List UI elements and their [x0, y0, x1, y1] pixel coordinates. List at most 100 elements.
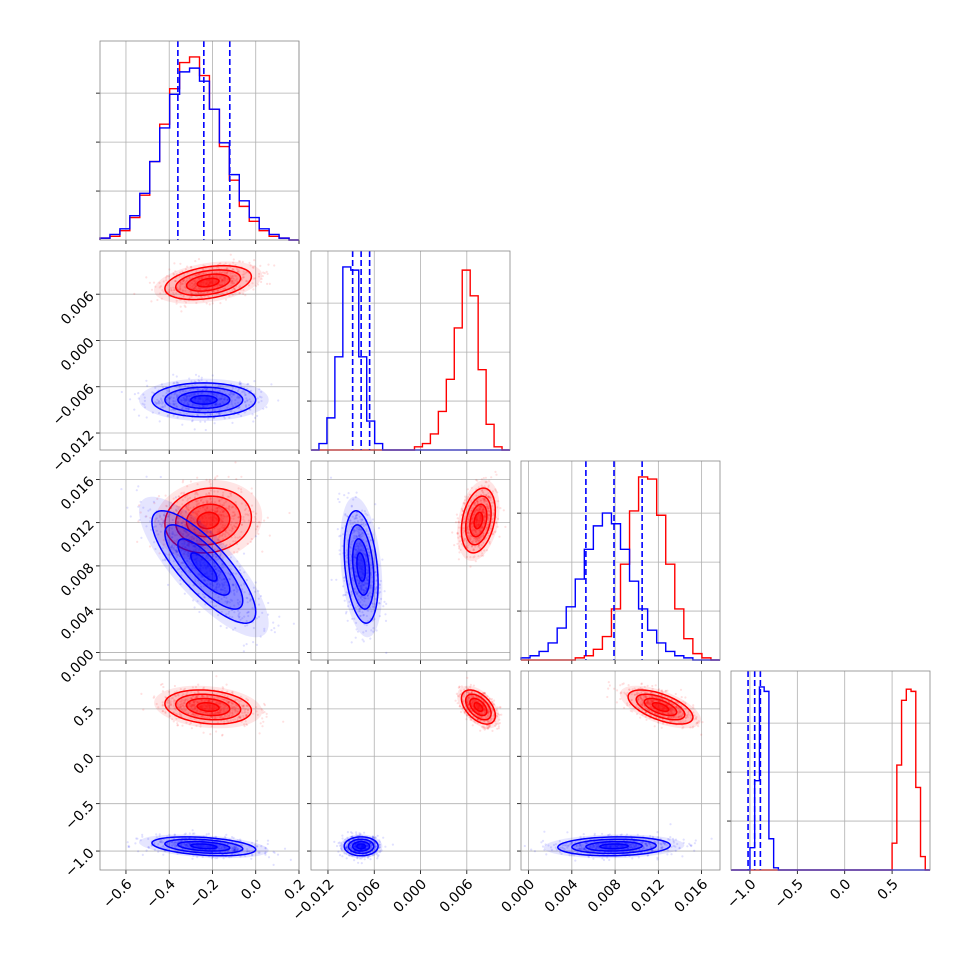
contour-line: [174, 495, 242, 546]
sample-point: [176, 553, 179, 557]
sample-point: [184, 407, 187, 410]
sample-point: [197, 287, 200, 290]
sample-point: [172, 288, 176, 292]
sample-point: [362, 552, 365, 555]
sample-point: [355, 576, 358, 579]
sample-point: [362, 573, 365, 576]
sample-point: [187, 533, 190, 536]
sample-point: [476, 539, 479, 542]
sample-point: [190, 282, 193, 285]
sample-point: [203, 521, 206, 524]
sample-point: [193, 286, 196, 289]
sample-point: [201, 284, 204, 287]
sample-point: [209, 489, 212, 492]
sample-point: [205, 302, 208, 305]
sample-point: [189, 519, 192, 522]
sample-point: [470, 541, 473, 544]
sample-point: [349, 546, 352, 550]
sample-point: [238, 292, 241, 295]
sample-point: [476, 500, 479, 503]
sample-point: [194, 491, 197, 494]
sample-point: [225, 271, 228, 274]
sample-point: [175, 393, 178, 396]
contour-line: [351, 538, 371, 596]
sample-point: [193, 398, 196, 401]
sample-point: [483, 549, 486, 552]
sample-point: [204, 282, 208, 285]
sample-point: [478, 546, 482, 550]
sample-point: [345, 560, 348, 563]
sample-point: [263, 519, 266, 522]
sample-point: [491, 533, 494, 536]
sample-point: [347, 583, 350, 586]
sample-point: [172, 408, 175, 412]
sample-point: [192, 537, 195, 540]
sample-point: [184, 305, 187, 309]
sample-point: [213, 568, 217, 571]
sample-point: [217, 538, 220, 541]
sample-point: [189, 395, 192, 398]
sample-point: [213, 562, 216, 565]
sample-point: [229, 556, 232, 559]
sample-point: [205, 397, 208, 400]
sample-point: [167, 515, 170, 518]
sample-point: [175, 292, 178, 295]
sample-point: [154, 547, 157, 551]
sample-point: [252, 288, 255, 291]
sample-point: [349, 567, 352, 570]
sample-point: [182, 295, 185, 298]
density-fill: [352, 538, 370, 596]
sample-point: [354, 529, 357, 532]
sample-point: [359, 584, 363, 587]
sample-point: [463, 538, 466, 541]
sample-point: [369, 539, 372, 542]
sample-point: [192, 545, 195, 548]
sample-point: [226, 280, 229, 283]
sample-point: [471, 521, 474, 524]
sample-point: [473, 537, 476, 540]
sample-point: [243, 591, 246, 594]
sample-point: [160, 383, 163, 386]
sample-point: [189, 519, 192, 522]
sample-point: [362, 591, 365, 594]
sample-point: [228, 505, 231, 508]
sample-point: [365, 530, 368, 533]
sample-point: [196, 493, 199, 496]
sample-point: [209, 516, 213, 519]
sample-point: [477, 486, 480, 489]
sample-point: [196, 513, 199, 516]
sample-point: [358, 563, 361, 566]
sample-point: [143, 399, 146, 402]
sample-point: [193, 701, 196, 705]
sample-point: [237, 516, 240, 519]
sample-point: [476, 500, 479, 503]
sample-point: [488, 496, 491, 500]
sample-point: [173, 404, 176, 407]
sample-point: [232, 589, 235, 592]
sample-point: [230, 281, 233, 285]
sample-point: [221, 401, 224, 404]
sample-point: [213, 422, 216, 425]
sample-point: [210, 704, 213, 707]
sample-point: [176, 517, 179, 520]
sample-point: [203, 387, 206, 390]
sample-point: [214, 511, 217, 514]
sample-point: [194, 280, 197, 283]
sample-point: [216, 290, 219, 293]
sample-point: [200, 282, 203, 285]
sample-point: [192, 279, 195, 282]
sample-point: [205, 279, 208, 282]
sample-point: [229, 276, 232, 279]
sample-point: [360, 587, 363, 590]
sample-point: [352, 536, 355, 540]
sample-point: [184, 566, 187, 569]
sample-point: [161, 406, 165, 409]
sample-point: [183, 278, 186, 282]
sample-point: [497, 500, 500, 503]
sample-point: [467, 528, 470, 531]
sample-point: [476, 500, 479, 503]
sample-point: [365, 528, 368, 531]
sample-point: [238, 292, 241, 295]
sample-point: [349, 568, 353, 571]
sample-point: [361, 545, 365, 548]
